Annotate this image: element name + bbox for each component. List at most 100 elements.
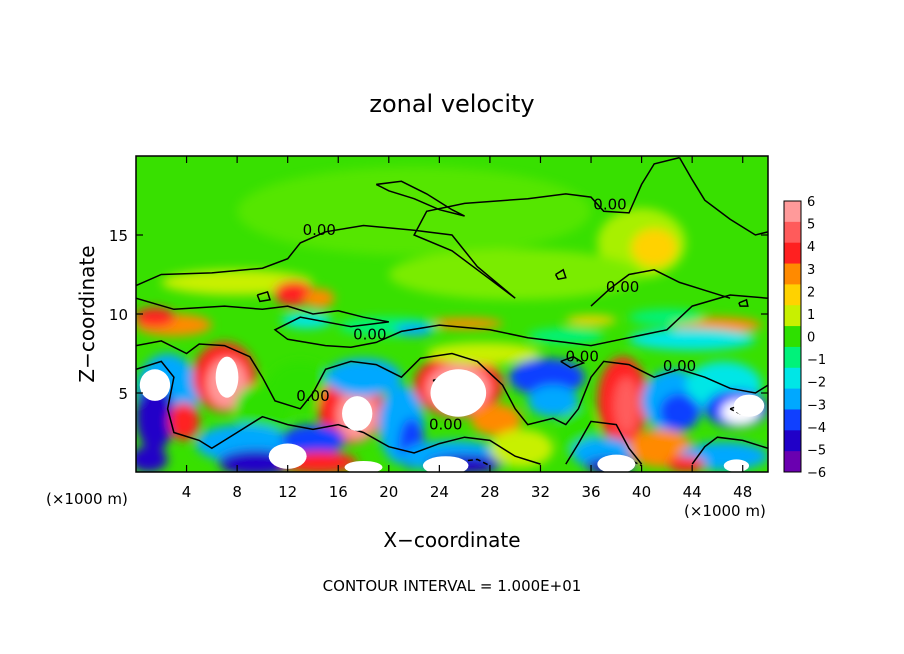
contour-line xyxy=(256,290,271,303)
colorbar-label: −6 xyxy=(807,466,826,481)
field-blob xyxy=(565,315,617,326)
field-core xyxy=(344,460,383,472)
colorbar-swatch xyxy=(784,284,801,306)
field-blob xyxy=(388,249,642,300)
field-core xyxy=(597,454,636,472)
x-tick-label: 24 xyxy=(430,483,449,501)
x-unit-label-right: (×1000 m) xyxy=(684,502,766,520)
colorbar-label: −3 xyxy=(807,398,826,413)
plot-field xyxy=(136,156,768,472)
y-axis-label: Z−coordinate xyxy=(75,245,99,382)
x-tick-label: 44 xyxy=(683,483,702,501)
contour-label: 0.00 xyxy=(303,221,336,239)
colorbar-label: 2 xyxy=(807,285,815,300)
colorbar-label: 1 xyxy=(807,308,815,323)
field-blob xyxy=(237,167,592,256)
field-blob xyxy=(136,307,176,327)
colorbar-swatch xyxy=(784,221,801,244)
colorbar-label: 5 xyxy=(807,218,815,233)
colorbar-label: 3 xyxy=(807,263,815,278)
field-blob xyxy=(613,377,640,435)
colorbar-label: −1 xyxy=(807,353,826,368)
colorbar-label: −5 xyxy=(807,443,826,458)
field-core xyxy=(139,369,171,401)
field-blob xyxy=(161,269,313,296)
contour-line xyxy=(136,156,680,299)
contour-label: 0.00 xyxy=(663,357,696,375)
contour-line xyxy=(560,355,586,369)
contour-line xyxy=(738,298,749,307)
colorbar-label: −2 xyxy=(807,376,826,391)
colorbar-swatch xyxy=(784,451,801,473)
colorbar-swatch xyxy=(784,430,801,452)
x-tick-label: 12 xyxy=(278,483,297,501)
field-blob xyxy=(136,381,174,452)
contour-line xyxy=(375,180,465,217)
field-blob xyxy=(470,404,522,436)
field-blob xyxy=(659,393,700,431)
colorbar-swatch xyxy=(784,367,801,390)
field-blob xyxy=(508,358,585,397)
contour-line xyxy=(678,157,768,236)
contour-label: 0.00 xyxy=(296,387,329,405)
x-unit-label-left: (×1000 m) xyxy=(46,490,128,508)
field-blob xyxy=(628,309,705,326)
contour-label: 0.00 xyxy=(429,415,462,433)
x-tick-label: 40 xyxy=(632,483,651,501)
colorbar-swatch xyxy=(784,201,801,223)
colorbar-swatch xyxy=(784,409,801,431)
colorbar-label: 6 xyxy=(807,195,815,210)
x-axis-label: X−coordinate xyxy=(383,528,520,552)
colorbar-swatch xyxy=(784,388,801,410)
colorbar: 6 5 4 3 2 1 0 −1 −2 −3 −4 −5 −6 xyxy=(783,195,826,481)
field-blob xyxy=(426,342,541,365)
field-blob xyxy=(631,228,677,267)
y-tick-label: 5 xyxy=(118,385,128,403)
contour-line xyxy=(136,360,541,465)
field-core xyxy=(430,369,487,417)
field-blob xyxy=(628,328,756,351)
contour-label: 0.00 xyxy=(606,278,639,296)
field-blob xyxy=(666,456,705,472)
x-tick-label: 8 xyxy=(232,483,242,501)
x-tick-label: 28 xyxy=(480,483,499,501)
x-tick-label: 16 xyxy=(329,483,348,501)
field-blob xyxy=(168,402,200,441)
colorbar-label: 0 xyxy=(807,331,815,346)
x-tick-label: 48 xyxy=(733,483,752,501)
colorbar-frame xyxy=(783,200,802,473)
contour-line xyxy=(691,436,768,465)
field-blob xyxy=(273,280,315,307)
contour-line xyxy=(554,268,567,281)
x-tick-label: 20 xyxy=(379,483,398,501)
field-core xyxy=(723,459,750,472)
contour-line xyxy=(565,420,643,465)
field-core xyxy=(422,456,469,472)
colorbar-label: 4 xyxy=(807,240,815,255)
contour-line xyxy=(136,294,768,348)
contour-label: 0.00 xyxy=(353,325,386,343)
contour-interval-footer: CONTOUR INTERVAL = 1.000E+01 xyxy=(323,577,582,595)
colorbar-swatch xyxy=(784,326,801,348)
x-tick-label: 36 xyxy=(581,483,600,501)
contour-line xyxy=(136,340,768,426)
field-core xyxy=(215,356,239,398)
field-core xyxy=(342,396,373,431)
contour-label: 0.00 xyxy=(565,347,598,365)
field-blob xyxy=(527,385,579,417)
field-blob xyxy=(281,312,332,329)
x-tick-label: 4 xyxy=(182,483,192,501)
field-blob xyxy=(304,288,335,308)
field-blob xyxy=(268,361,332,409)
colorbar-swatch xyxy=(784,346,801,369)
chart-title: zonal velocity xyxy=(369,90,534,118)
colorbar-label: −4 xyxy=(807,421,826,436)
colorbar-swatch xyxy=(784,305,801,327)
field-blob xyxy=(136,446,168,472)
y-tick-label: 10 xyxy=(109,306,128,324)
field-core xyxy=(268,443,307,469)
field-core xyxy=(733,394,765,417)
y-tick-label: 15 xyxy=(109,227,128,245)
field-blob xyxy=(489,429,554,468)
